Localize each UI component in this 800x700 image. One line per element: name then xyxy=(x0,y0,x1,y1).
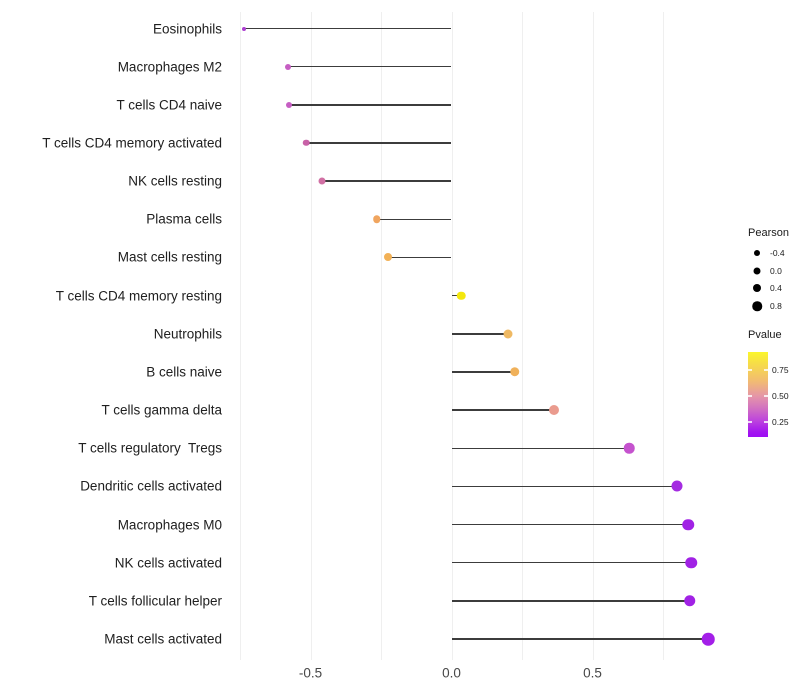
category-label: Dendritic cells activated xyxy=(80,478,222,494)
category-label: T cells follicular helper xyxy=(88,593,222,609)
lollipop-dot xyxy=(549,405,560,416)
category-label: T cells regulatory Tregs xyxy=(78,440,222,456)
lollipop-dot xyxy=(303,139,310,147)
lollipop-dot xyxy=(384,253,393,262)
legend-title-pvalue: Pvalue xyxy=(748,329,782,341)
lollipop-dot xyxy=(684,595,696,607)
legend-size-label: 0.4 xyxy=(770,283,782,294)
gridline xyxy=(663,12,664,660)
category-label: Mast cells activated xyxy=(104,631,222,647)
lollipop-dot xyxy=(284,63,291,70)
lollipop-dot xyxy=(701,632,715,646)
lollipop-stem xyxy=(451,371,515,373)
category-label: T cells CD4 naive xyxy=(116,97,222,113)
category-label: T cells CD4 memory activated xyxy=(42,135,222,151)
legend-size-dot xyxy=(753,284,761,293)
lollipop-dot xyxy=(510,367,520,377)
category-label: B cells naive xyxy=(146,364,222,380)
colorbar-tick-mark xyxy=(748,369,752,371)
lollipop-stem xyxy=(451,447,630,449)
gridline xyxy=(522,12,523,660)
lollipop-stem xyxy=(451,600,690,602)
legend-title-pearson: Pearson xyxy=(748,227,789,239)
colorbar-tick-label: 0.25 xyxy=(772,416,789,427)
lollipop-stem xyxy=(289,104,452,106)
colorbar-tick-label: 0.50 xyxy=(772,390,789,401)
lollipop-stem xyxy=(451,638,709,640)
gridline xyxy=(310,12,312,660)
category-label: NK cells resting xyxy=(128,173,222,189)
gridline xyxy=(451,12,453,660)
lollipop-stem xyxy=(388,256,452,259)
legend-size-dot xyxy=(754,250,760,256)
gridline xyxy=(592,12,594,660)
lollipop-stem xyxy=(306,142,452,144)
lollipop-dot xyxy=(457,291,466,300)
colorbar-tick-mark xyxy=(748,395,752,397)
x-axis-tick-label: 0.0 xyxy=(442,665,461,681)
legend-size-label: 0.8 xyxy=(770,300,782,311)
legend-size-dot xyxy=(753,267,761,275)
lollipop-stem xyxy=(451,523,689,526)
colorbar-tick-label: 0.75 xyxy=(772,364,789,375)
colorbar-tick-mark xyxy=(764,369,768,371)
lollipop-dot xyxy=(685,556,697,569)
lollipop-dot xyxy=(671,480,683,492)
pvalue-colorbar xyxy=(748,352,768,437)
colorbar-tick-mark xyxy=(764,421,768,423)
colorbar-tick-mark xyxy=(764,395,768,397)
lollipop-stem xyxy=(287,65,452,68)
colorbar-tick-mark xyxy=(748,421,752,423)
category-label: Plasma cells xyxy=(146,211,222,227)
lollipop-stem xyxy=(376,218,452,221)
lollipop-dot xyxy=(242,26,247,31)
lollipop-dot xyxy=(503,329,513,339)
lollipop-dot xyxy=(286,101,293,108)
lollipop-stem xyxy=(244,27,452,30)
legend-size-dot xyxy=(752,301,762,311)
lollipop-dot xyxy=(318,177,326,185)
lollipop-stem xyxy=(321,180,452,182)
lollipop-stem xyxy=(451,409,555,411)
x-axis-tick-label: 0.5 xyxy=(583,665,602,681)
gridline xyxy=(381,12,382,660)
category-label: T cells CD4 memory resting xyxy=(55,287,222,303)
lollipop-stem xyxy=(451,333,508,335)
x-axis-tick-label: -0.5 xyxy=(298,665,323,681)
lollipop-dot xyxy=(373,215,381,224)
lollipop-stem xyxy=(451,485,678,488)
category-label: Macrophages M0 xyxy=(117,516,222,532)
lollipop-dot xyxy=(682,518,695,531)
category-label: Mast cells resting xyxy=(117,249,222,265)
category-label: NK cells activated xyxy=(114,554,222,570)
category-label: T cells gamma delta xyxy=(101,402,222,418)
lollipop-dot xyxy=(623,443,635,454)
category-label: Eosinophils xyxy=(152,20,222,36)
category-label: Neutrophils xyxy=(153,326,222,342)
gridline xyxy=(240,12,241,660)
lollipop-stem xyxy=(451,561,692,564)
lollipop-stem xyxy=(451,294,462,297)
legend-size-label: -0.4 xyxy=(770,247,785,258)
legend-size-label: 0.0 xyxy=(770,265,782,276)
category-label: Macrophages M2 xyxy=(117,58,222,74)
